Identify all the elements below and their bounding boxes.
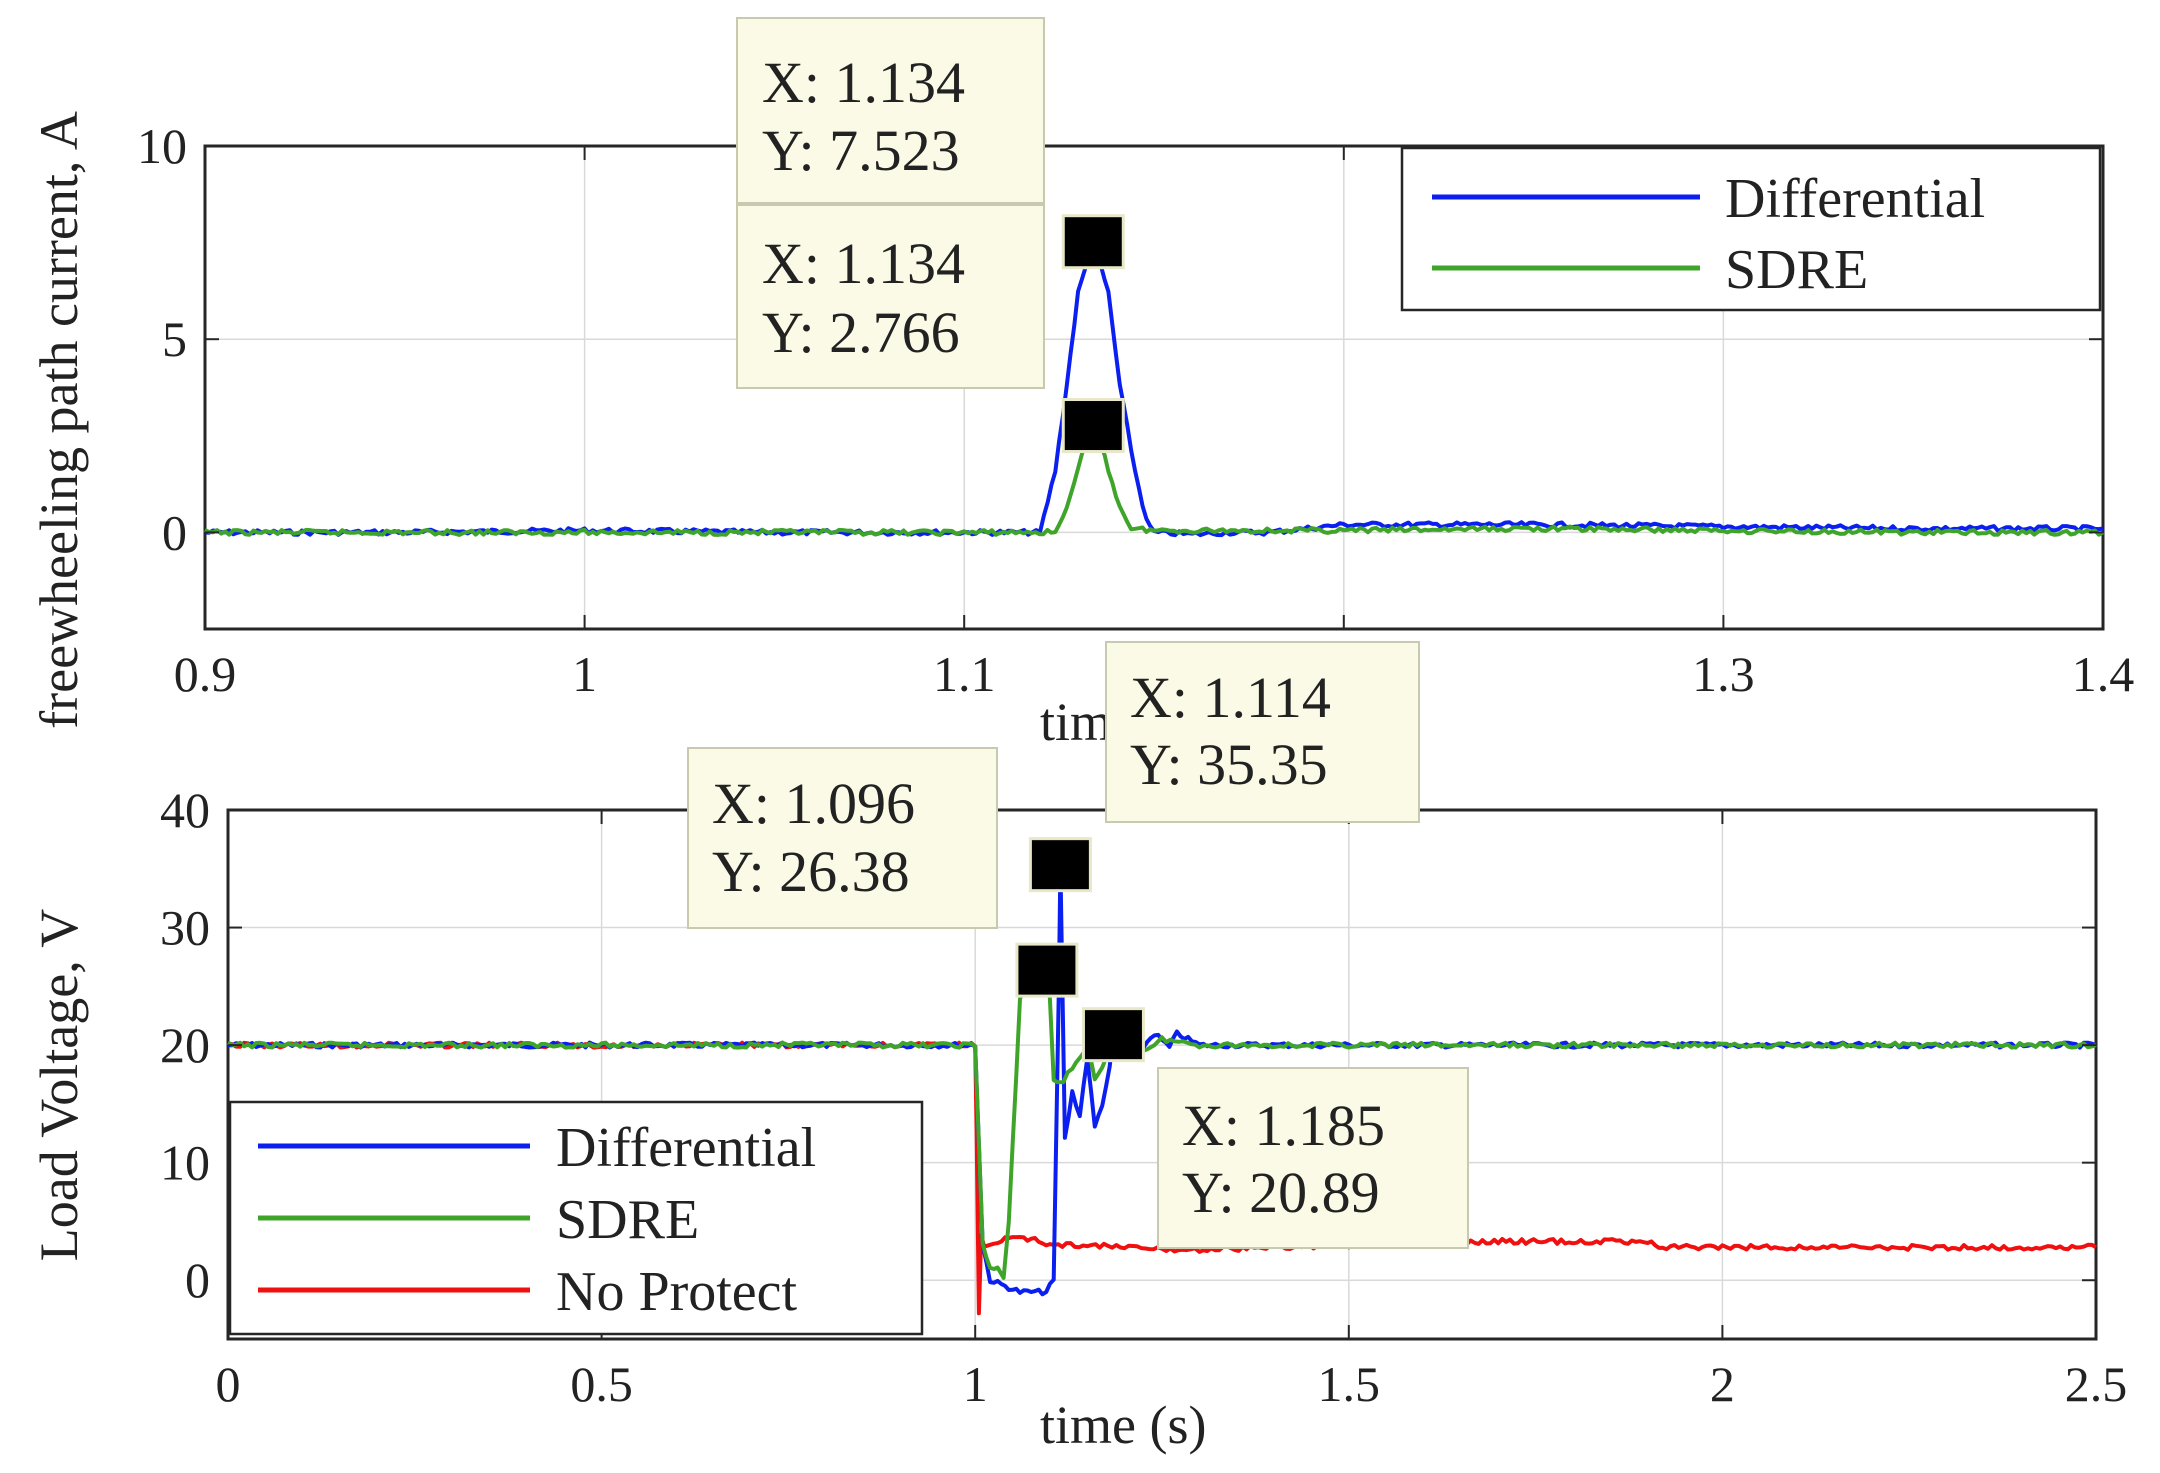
bottom-datatip-3-marker [1081, 1007, 1145, 1063]
top-legend-box [1400, 146, 2102, 312]
bottom-y-tick-label: 30 [160, 900, 210, 956]
top-series-lines [204, 240, 2104, 538]
top-y-tick-label: 5 [162, 311, 187, 367]
bottom-y-tick-label: 40 [160, 782, 210, 838]
top-series-sdre [204, 420, 2104, 537]
bottom-x-tick-label: 1 [963, 1356, 988, 1412]
bottom-x-tick-label: 0 [216, 1356, 241, 1412]
top-datatip-1: X: 1.134 Y: 7.523 [736, 17, 1045, 204]
top-datatip-2: X: 1.134 Y: 2.766 [736, 204, 1045, 389]
bottom-series-sdre [227, 967, 2097, 1280]
bottom-x-axis-label: time (s) [1040, 1395, 1206, 1455]
bottom-datatip-2-x: X: 1.096 [712, 771, 915, 836]
bottom-y-tick-label: 20 [160, 1017, 210, 1073]
bottom-series-differential [227, 863, 2097, 1297]
top-x-tick-label: 1.4 [2072, 646, 2135, 702]
top-datatip-2-marker [1061, 398, 1125, 454]
bottom-datatip-1-x: X: 1.114 [1130, 665, 1331, 730]
top-datatip-2-y: Y: 2.766 [762, 300, 960, 365]
datatip-markers-overlay [1015, 214, 1145, 1063]
top-legend: Differential SDRE [1400, 146, 2102, 312]
bottom-datatip-1-y: Y: 35.35 [1130, 732, 1328, 797]
bottom-x-tick-labels: 0 0.5 1 1.5 2 2.5 [216, 1356, 2128, 1412]
bottom-y-tick-label: 10 [160, 1135, 210, 1191]
bottom-datatip-3-box [1157, 1067, 1469, 1249]
bottom-datatip-3-x: X: 1.185 [1182, 1093, 1385, 1158]
bottom-x-tick-label: 0.5 [570, 1356, 633, 1412]
bottom-datatip-2-y: Y: 26.38 [712, 839, 910, 904]
bottom-legend-label-differential: Differential [556, 1117, 816, 1179]
top-x-tick-label: 0.9 [174, 646, 237, 702]
top-datatip-1-x: X: 1.134 [762, 50, 965, 115]
top-legend-label-differential: Differential [1725, 168, 1985, 230]
bottom-y-axis-label: Load Voltage, V [29, 909, 89, 1261]
bottom-legend-label-sdre: SDRE [556, 1189, 699, 1251]
bottom-datatip-3-y: Y: 20.89 [1182, 1160, 1380, 1225]
bottom-legend-label-no-protect: No Protect [556, 1261, 798, 1323]
top-datatip-1-marker [1061, 214, 1125, 270]
top-datatip-1-y: Y: 7.523 [762, 118, 960, 183]
bottom-x-tick-label: 2 [1710, 1356, 1735, 1412]
bottom-datatip-2-marker [1015, 942, 1079, 998]
top-datatip-2-box [736, 204, 1045, 389]
bottom-y-tick-labels: 0 10 20 30 40 [160, 782, 210, 1308]
bottom-datatip-2: X: 1.096 Y: 26.38 [687, 747, 998, 929]
top-datatip-1-box [736, 17, 1045, 204]
bottom-datatip-1: X: 1.114 Y: 35.35 [1105, 641, 1420, 823]
bottom-datatip-1-marker [1028, 837, 1092, 893]
bottom-datatip-3: X: 1.185 Y: 20.89 [1157, 1067, 1469, 1249]
bottom-series-lines [227, 863, 2098, 1316]
bottom-legend: Differential SDRE No Protect [228, 1100, 924, 1336]
top-y-tick-labels: 0 5 10 [137, 118, 187, 560]
top-x-tick-labels: 0.9 1 1.1 1.3 1.4 [174, 646, 2135, 702]
top-plot: 0.9 1 1.1 1.3 1.4 0 5 10 Differential SDRE X: … [29, 17, 2135, 752]
top-y-tick-label: 0 [162, 504, 187, 560]
top-x-tick-label: 1.3 [1692, 646, 1755, 702]
top-y-tick-label: 10 [137, 118, 187, 174]
bottom-x-tick-label: 1.5 [1318, 1356, 1381, 1412]
bottom-y-tick-label: 0 [185, 1252, 210, 1308]
bottom-datatip-2-box [687, 747, 998, 929]
bottom-datatip-1-box [1105, 641, 1420, 823]
top-legend-label-sdre: SDRE [1725, 239, 1868, 301]
top-y-axis-label: freewheeling path current, A [29, 111, 89, 729]
bottom-x-tick-label: 2.5 [2065, 1356, 2128, 1412]
top-datatip-2-x: X: 1.134 [762, 231, 965, 296]
top-x-tick-label: 1 [572, 646, 597, 702]
top-x-tick-label: 1.1 [933, 646, 996, 702]
